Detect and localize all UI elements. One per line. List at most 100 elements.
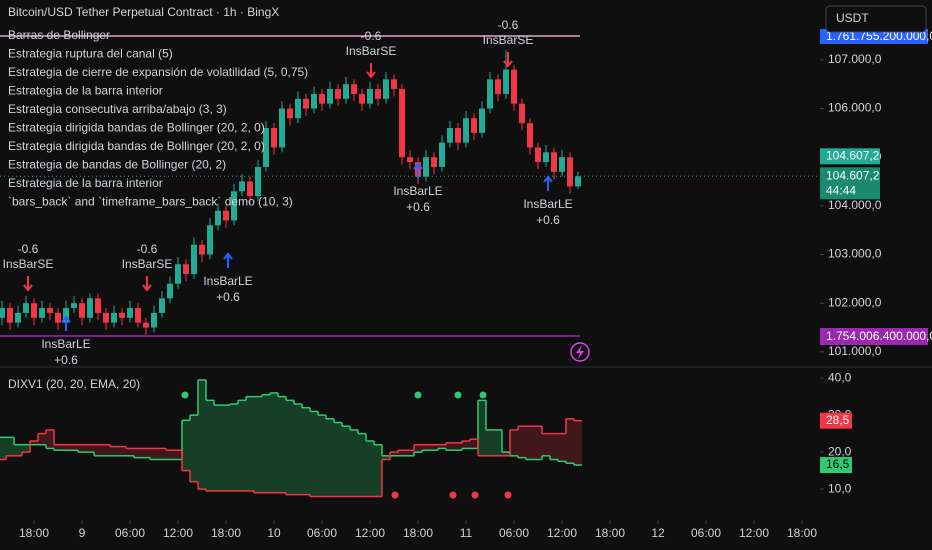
spread-fill [278, 396, 286, 493]
candle-body [271, 127, 277, 148]
candle-body [55, 312, 61, 323]
time-tick-label: 06:00 [115, 526, 145, 540]
spread-fill [558, 433, 566, 462]
spread-fill [270, 392, 278, 493]
spread-fill [350, 429, 358, 497]
spread-fill [38, 433, 46, 445]
candle-body [151, 312, 157, 328]
candle-body [39, 308, 45, 318]
spread-fill [166, 450, 174, 460]
candle-body [439, 142, 445, 167]
spread-fill [462, 441, 470, 449]
lower-level-label: 1.754.006.400.000,0 [826, 329, 932, 343]
signal-label: InsBarLE [203, 274, 252, 288]
candle-body [327, 89, 333, 104]
candle-body [191, 244, 197, 274]
time-tick-label: 06:00 [307, 526, 337, 540]
candle-body [231, 191, 237, 221]
spread-fill [102, 444, 110, 456]
spread-fill [502, 452, 510, 456]
spread-fill [0, 437, 6, 460]
time-tick-label: 18:00 [403, 526, 433, 540]
signal-arrow [366, 63, 376, 79]
signal-arrow [503, 52, 513, 68]
candle-body [383, 79, 389, 99]
candle-body [367, 89, 373, 104]
candle-body [255, 166, 261, 197]
candle-body [183, 264, 189, 274]
candle-body [399, 89, 405, 158]
spread-fill [494, 429, 502, 456]
currency-selector[interactable] [825, 5, 927, 33]
spread-fill [30, 441, 38, 445]
spread-fill [14, 444, 22, 456]
spread-fill [150, 448, 158, 460]
spread-fill [46, 429, 54, 449]
legend-item: Estrategia de la barra interior [8, 176, 163, 190]
spread-fill [134, 448, 142, 458]
alert-bolt [576, 345, 584, 359]
candle-body [375, 89, 381, 99]
spread-fill [382, 455, 390, 460]
cross-dot [479, 391, 487, 399]
candle-body [535, 147, 541, 163]
cross-dot [414, 391, 422, 399]
spread-fill [182, 420, 190, 471]
signal-qty: +0.6 [216, 290, 240, 304]
candle-body [167, 283, 173, 299]
spread-fill [190, 415, 198, 482]
currency-label[interactable]: USDT [836, 11, 869, 25]
spread-fill [6, 437, 14, 456]
spread-fill [214, 405, 222, 491]
candle-body [279, 108, 285, 148]
legend-item: Estrategia consecutiva arriba/abajo (3, … [8, 102, 227, 116]
candle-body [87, 298, 93, 318]
spread-fill [334, 422, 342, 497]
candle-body [223, 210, 229, 221]
indicator-tick-label: 40,0 [828, 370, 852, 384]
time-tick-label: 12:00 [163, 526, 193, 540]
spread-fill [94, 444, 102, 456]
spread-fill [398, 450, 406, 456]
candle-body [95, 298, 101, 313]
spread-fill [534, 426, 542, 460]
spread-fill [318, 415, 326, 497]
signal-label: InsBarLE [41, 337, 90, 351]
indicator-pane: 10,020,030,040,016,528,5 [0, 370, 852, 499]
signal-arrow [61, 315, 71, 331]
last-price-badge [820, 148, 880, 165]
spread-fill [470, 439, 478, 449]
lower-level-badge [820, 328, 928, 345]
cross-dot [454, 391, 462, 399]
candle-body [63, 308, 69, 323]
legend-item: Estrategia dirigida bandas de Bollinger … [8, 139, 265, 153]
spread-fill [294, 404, 302, 495]
candle-body [359, 93, 365, 104]
candle-body [431, 157, 437, 167]
candle-body [551, 152, 557, 172]
legend-item: Estrategia de bandas de Bollinger (20, 2… [8, 158, 226, 172]
signal-label: InsBarLE [523, 197, 572, 211]
signal-arrow [23, 276, 33, 292]
candle-body [215, 210, 221, 226]
alert-icon[interactable] [570, 342, 590, 362]
signal-arrow [142, 276, 152, 292]
cross-dot [504, 491, 512, 499]
time-tick-label: 9 [79, 526, 86, 540]
candle-body [455, 127, 461, 143]
time-tick-label: 18:00 [787, 526, 817, 540]
time-tick-label: 12:00 [355, 526, 385, 540]
spread-fill [142, 448, 150, 458]
spread-fill [286, 400, 294, 495]
candle-body [407, 157, 413, 163]
candle-body [463, 118, 469, 143]
overlay: Bitcoin/USD Tether Perpetual Contract · … [8, 5, 927, 391]
candle-body [295, 98, 301, 119]
candle-body [423, 157, 429, 177]
cross-dot [181, 391, 189, 399]
legend-item: Estrategia ruptura del canal (5) [8, 47, 173, 61]
spread-fill [438, 444, 446, 449]
spread-fill [126, 448, 134, 456]
indicator-tick-label: 20,0 [828, 444, 852, 458]
